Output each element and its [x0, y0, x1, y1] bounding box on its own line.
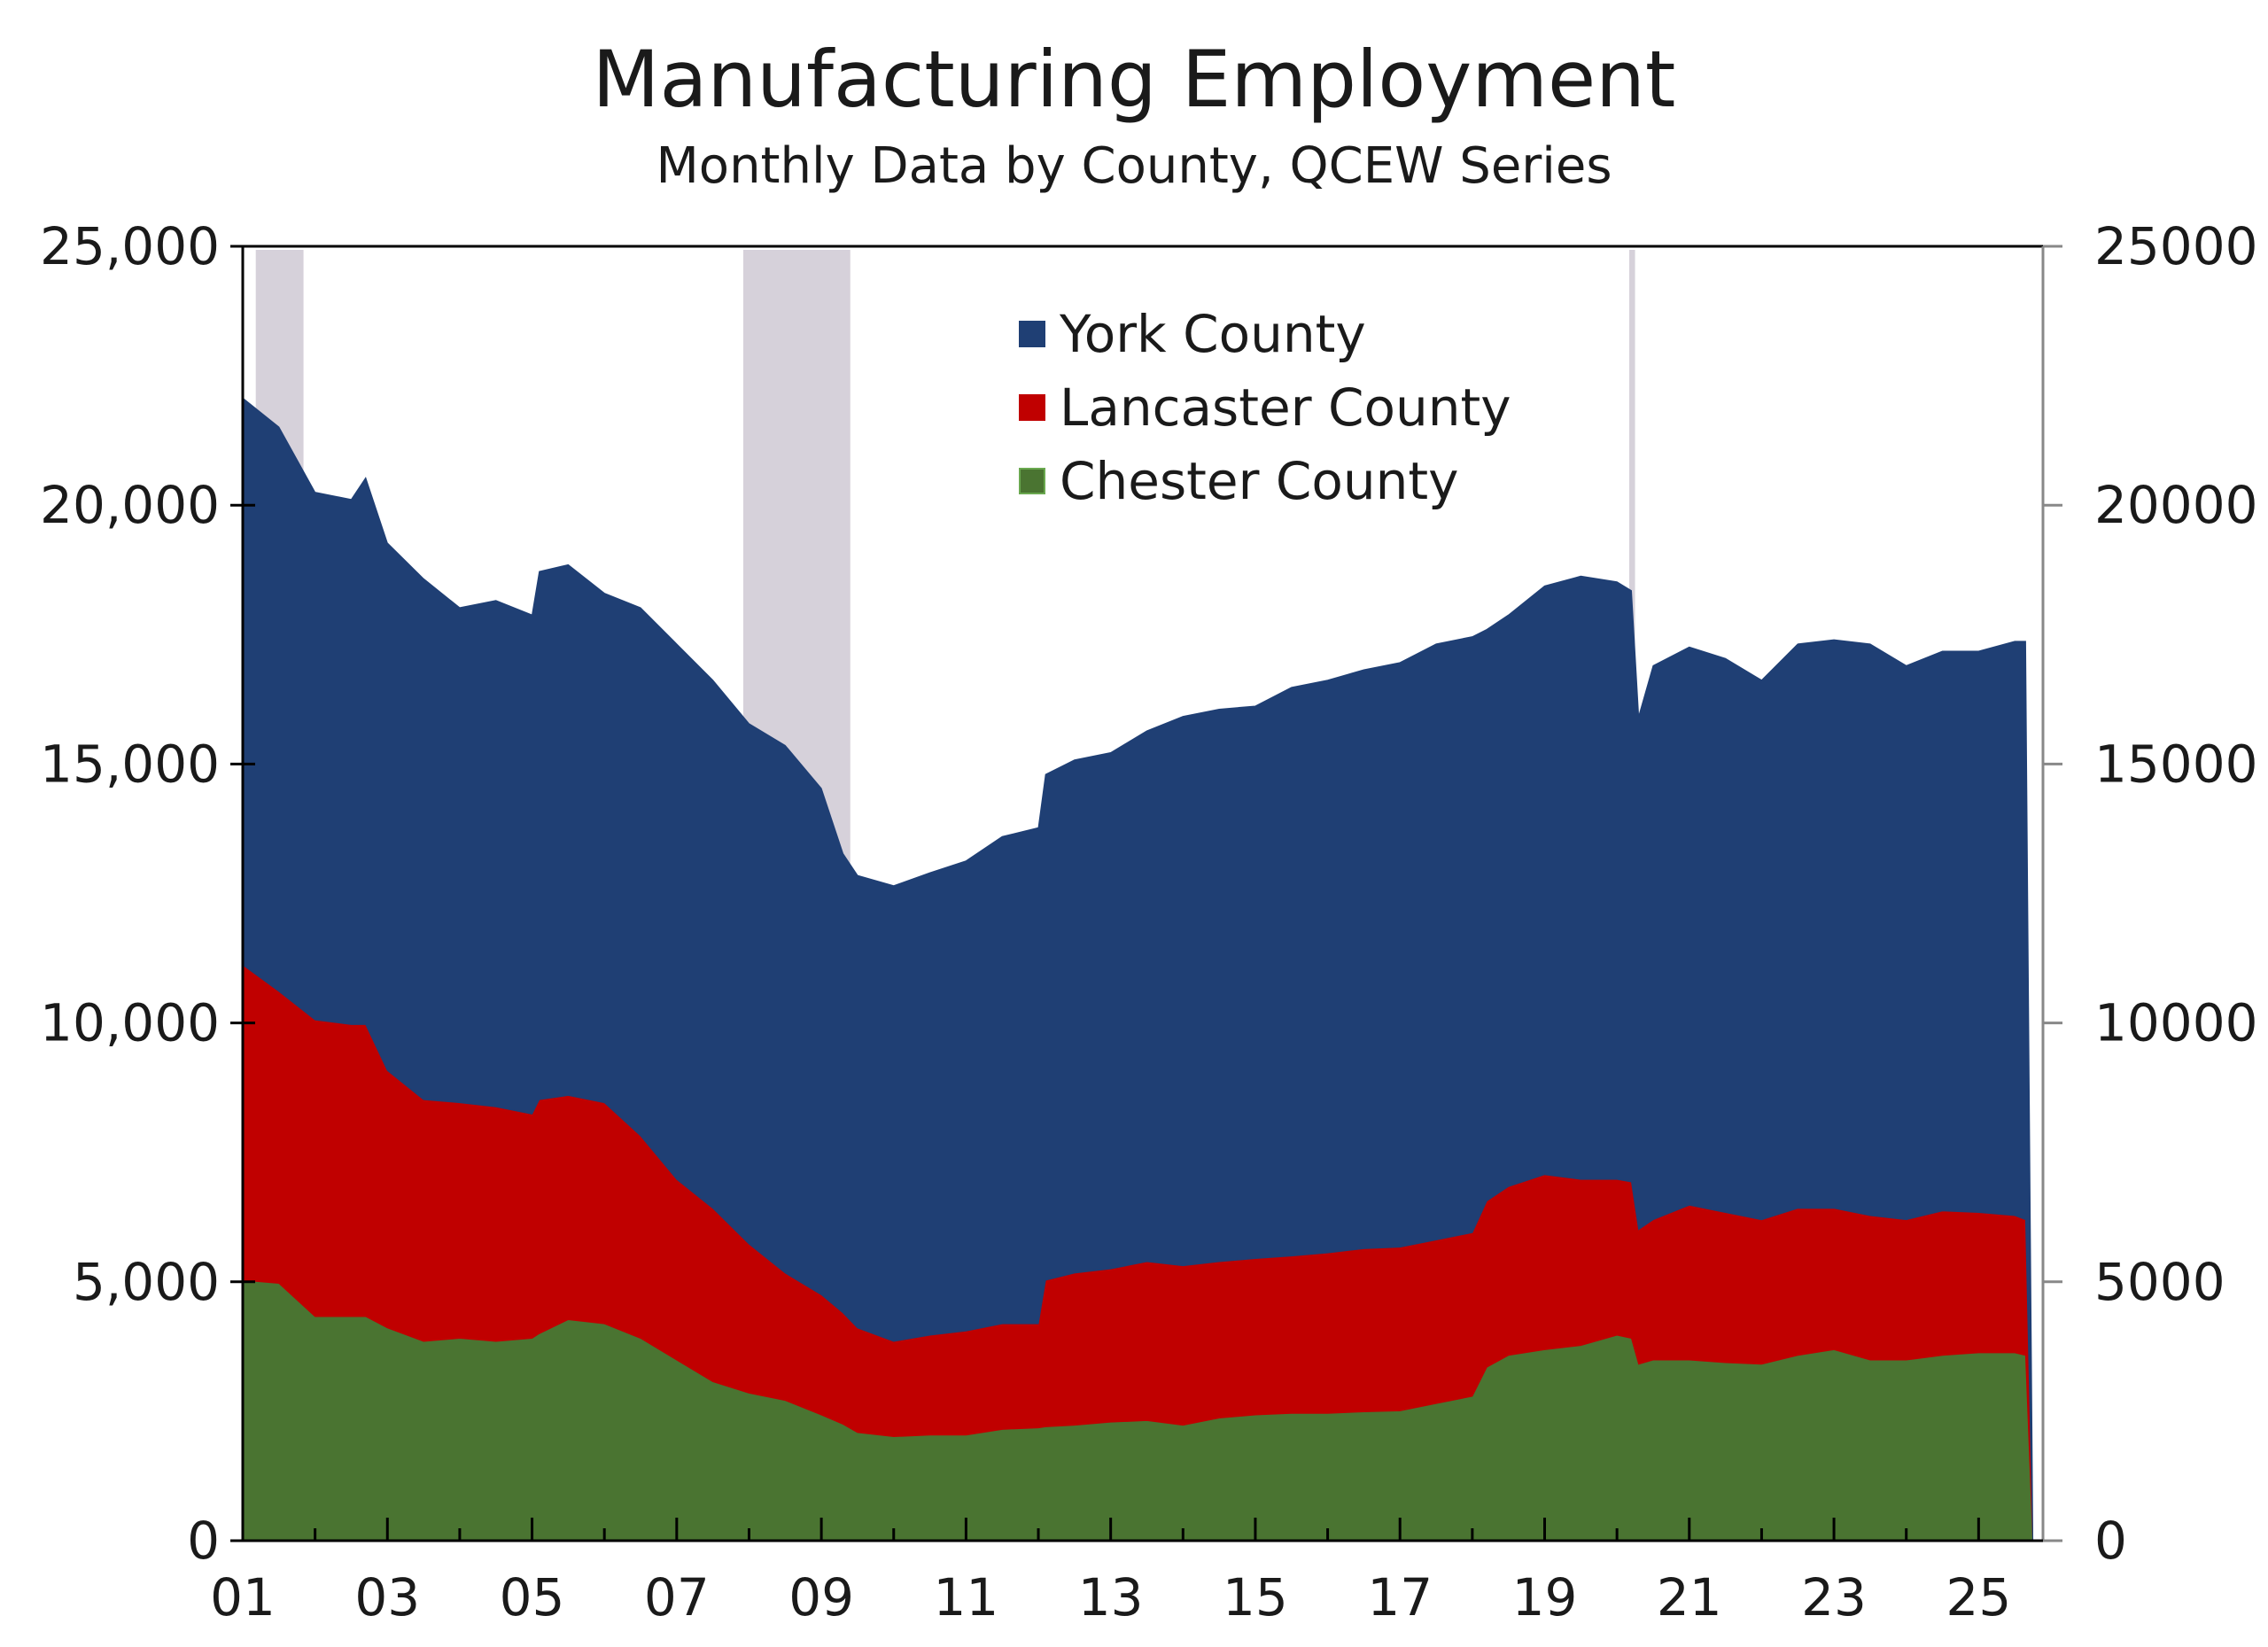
y-tick-label-left: 5,000	[73, 1252, 220, 1312]
y-tick-label-right: 0	[2094, 1511, 2127, 1571]
y-tick-label-left: 10,000	[40, 993, 220, 1053]
x-tick-label: 21	[1657, 1567, 1722, 1628]
legend-item-york: York County	[1019, 297, 1511, 370]
x-tick-label: 07	[644, 1567, 710, 1628]
y-tick-label-right: 10000	[2094, 993, 2258, 1053]
x-tick-label: 01	[210, 1567, 276, 1628]
x-tick-label: 11	[933, 1567, 998, 1628]
legend-label-york: York County	[1060, 303, 1366, 364]
y-tick-label-left: 15,000	[40, 734, 220, 794]
x-tick-label: 17	[1367, 1567, 1433, 1628]
x-tick-label: 13	[1078, 1567, 1144, 1628]
y-tick-label-right: 20000	[2094, 475, 2258, 535]
x-tick-label: 09	[788, 1567, 854, 1628]
legend: York County Lancaster County Chester Cou…	[1019, 297, 1511, 517]
y-tick-label-left: 0	[187, 1511, 220, 1571]
x-tick-label: 05	[500, 1567, 565, 1628]
legend-item-lancaster: Lancaster County	[1019, 370, 1511, 444]
x-tick-label: 15	[1223, 1567, 1288, 1628]
legend-item-chester: Chester County	[1019, 444, 1511, 517]
x-tick-label: 03	[354, 1567, 420, 1628]
y-tick-label-right: 5000	[2094, 1252, 2225, 1312]
legend-swatch-york	[1019, 320, 1045, 347]
y-tick-label-right: 15000	[2094, 734, 2258, 794]
y-tick-label-right: 25000	[2094, 216, 2258, 276]
x-tick-label: 19	[1512, 1567, 1578, 1628]
legend-swatch-lancaster	[1019, 393, 1045, 421]
legend-swatch-chester	[1019, 467, 1045, 494]
chart-title: Manufacturing Employment	[592, 34, 1676, 125]
x-tick-label: 23	[1801, 1567, 1867, 1628]
y-tick-label-left: 20,000	[40, 475, 220, 535]
chart-subtitle: Monthly Data by County, QCEW Series	[656, 137, 1612, 195]
y-tick-label-left: 25,000	[40, 216, 220, 276]
x-tick-label: 25	[1946, 1567, 2011, 1628]
area-york-county	[242, 397, 2034, 1542]
legend-label-lancaster: Lancaster County	[1060, 377, 1511, 438]
legend-label-chester: Chester County	[1060, 450, 1459, 511]
